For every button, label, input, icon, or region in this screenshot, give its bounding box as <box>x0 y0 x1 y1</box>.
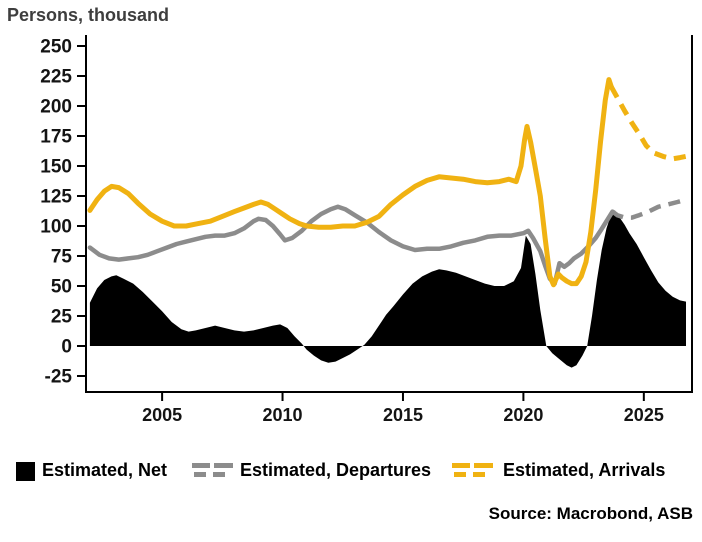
series-dashed <box>609 85 687 162</box>
series-dashed <box>611 197 687 220</box>
y-tick-label: 225 <box>40 67 72 88</box>
y-tick-label: 125 <box>40 187 72 208</box>
legend-label-departures: Estimated, Departures <box>240 460 432 480</box>
y-tick-label: 100 <box>40 217 72 238</box>
legend-item-arrivals <box>452 463 493 477</box>
legend-item-departures <box>192 463 233 477</box>
y-tick-label: 75 <box>51 247 73 268</box>
y-tick-label: 0 <box>61 337 72 358</box>
x-tick-label: 2010 <box>263 405 303 425</box>
x-tick-label: 2025 <box>624 405 664 425</box>
x-tick-label: 2020 <box>503 405 543 425</box>
x-tick-label: 2005 <box>142 405 182 425</box>
chart-title: Persons, thousand <box>7 5 170 25</box>
y-tick-label: 50 <box>51 277 72 298</box>
legend-label-arrivals: Estimated, Arrivals <box>503 460 666 480</box>
net-swatch <box>16 462 35 481</box>
source-note: Source: Macrobond, ASB <box>488 504 693 523</box>
y-tick-label: 200 <box>40 97 72 118</box>
y-tick-label: 150 <box>40 157 72 178</box>
y-tick-label: -25 <box>45 367 73 388</box>
y-tick-label: 250 <box>40 37 72 58</box>
y-tick-label: 25 <box>51 307 73 328</box>
departures-swatch <box>192 463 233 477</box>
legend-item-net <box>16 462 35 481</box>
chart-legend: Estimated, Net Estimated, Departures Est… <box>0 459 702 485</box>
series-net-area <box>89 210 686 368</box>
y-tick-label: 175 <box>40 127 72 148</box>
arrivals-swatch <box>452 463 493 477</box>
series-solid <box>87 77 614 288</box>
x-tick-label: 2015 <box>383 405 423 425</box>
legend-label-net: Estimated, Net <box>42 460 168 480</box>
